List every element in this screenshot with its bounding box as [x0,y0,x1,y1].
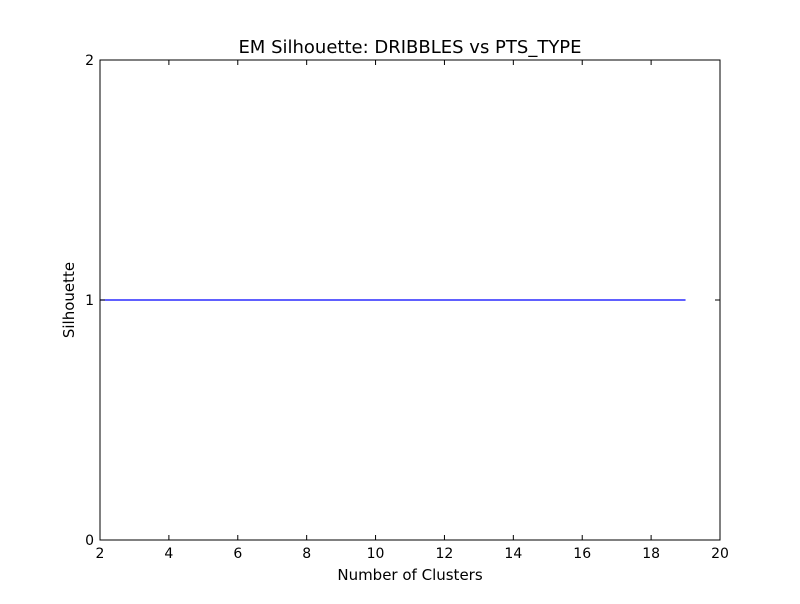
y-tick-label: 0 [85,533,94,549]
x-tick-label: 4 [164,546,173,562]
plot-frame [99,59,721,541]
x-tick-label: 20 [711,546,729,562]
y-tick-label: 1 [85,293,94,309]
x-tick-label: 18 [642,546,660,562]
x-tick-label: 16 [573,546,591,562]
x-axis-label: Number of Clusters [337,566,482,584]
y-tick-label: 2 [85,53,94,69]
x-tick-label: 6 [233,546,242,562]
x-tick-label: 14 [504,546,522,562]
x-tick-label: 10 [367,546,385,562]
x-tick-label: 8 [302,546,311,562]
x-tick-label: 12 [436,546,454,562]
x-tick-label: 2 [96,546,105,562]
chart-title: EM Silhouette: DRIBBLES vs PTS_TYPE [238,37,581,58]
y-axis-label: Silhouette [60,262,78,338]
